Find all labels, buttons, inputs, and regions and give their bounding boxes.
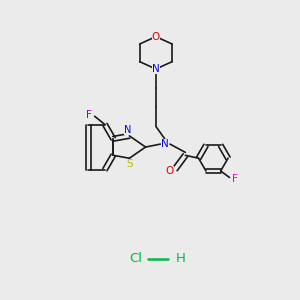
Text: F: F xyxy=(86,110,92,120)
Text: N: N xyxy=(161,139,169,149)
Text: F: F xyxy=(232,174,238,184)
Text: H: H xyxy=(176,252,186,266)
Text: N: N xyxy=(124,125,132,135)
Text: O: O xyxy=(152,32,160,42)
Text: S: S xyxy=(126,159,133,169)
Text: Cl: Cl xyxy=(129,252,142,266)
Text: N: N xyxy=(152,64,160,74)
Text: O: O xyxy=(166,166,174,176)
